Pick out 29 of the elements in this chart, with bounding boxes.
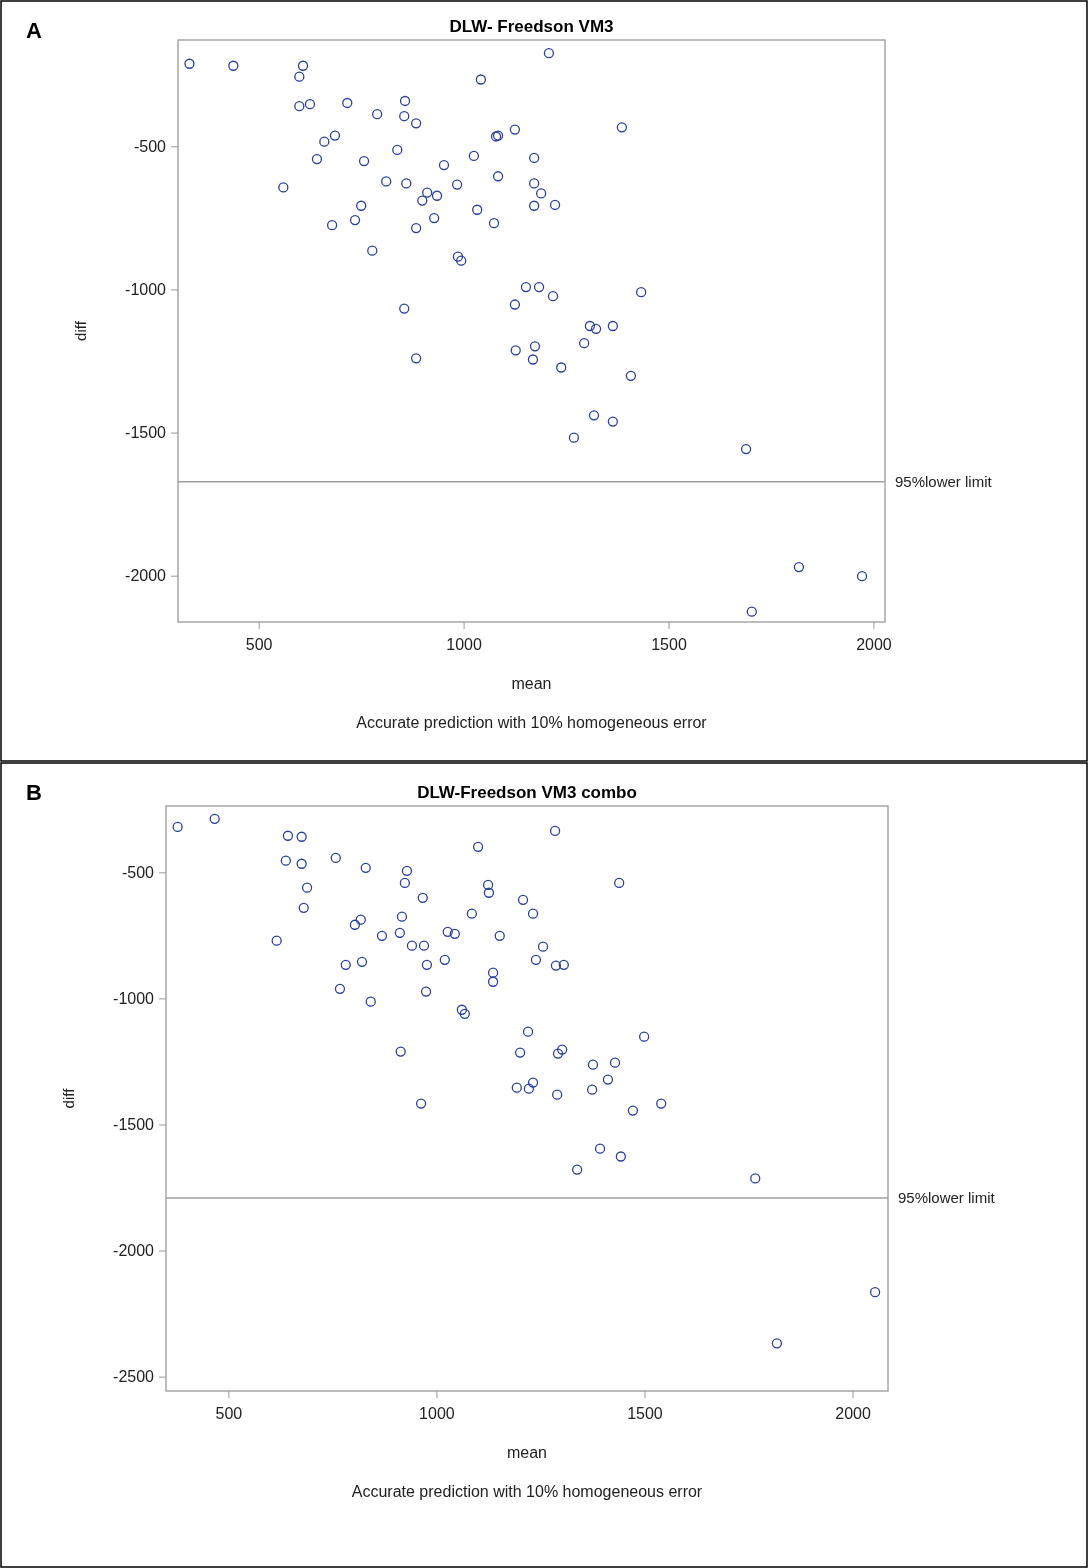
x-axis-title: mean (506, 1444, 548, 1461)
y-axis-title: diff (72, 320, 89, 341)
ref-line-label: 95%lower limit (895, 472, 993, 490)
text: Accurate prediction with 10% homogeneous error (351, 1483, 703, 1500)
y-axis-title: diff (60, 1087, 77, 1109)
x-axis-title: mean (511, 675, 552, 692)
x-tick-label: 500 (215, 1405, 243, 1422)
text: A (26, 18, 42, 43)
x-tick-label: 1500 (627, 1405, 663, 1422)
chart-title: DLW-Freedson VM3 combo (417, 783, 637, 802)
y-tick-label: -2000 (125, 567, 167, 585)
y-tick-label: -1500 (113, 1115, 155, 1133)
y-tick-label: -2000 (113, 1242, 155, 1260)
x-tick-label: 1500 (651, 636, 687, 653)
y-tick-label: -500 (133, 137, 167, 155)
chart-title: DLW- Freedson VM3 (449, 17, 614, 36)
x-tick-label: 1000 (446, 636, 482, 653)
y-tick-label: -2500 (113, 1368, 155, 1386)
text: B (26, 780, 42, 805)
x-tick-label: 2000 (856, 636, 892, 653)
y-tick-label: -1000 (113, 989, 155, 1007)
text: Accurate prediction with 10% homogeneous error (356, 714, 708, 731)
y-tick-label: -1500 (125, 424, 167, 442)
x-tick-label: 500 (245, 636, 273, 653)
y-tick-label: -500 (121, 863, 155, 881)
ref-line-label: 95%lower limit (898, 1189, 996, 1207)
x-tick-label: 1000 (419, 1405, 455, 1422)
x-tick-label: 2000 (835, 1405, 871, 1422)
y-tick-label: -1000 (125, 280, 167, 298)
